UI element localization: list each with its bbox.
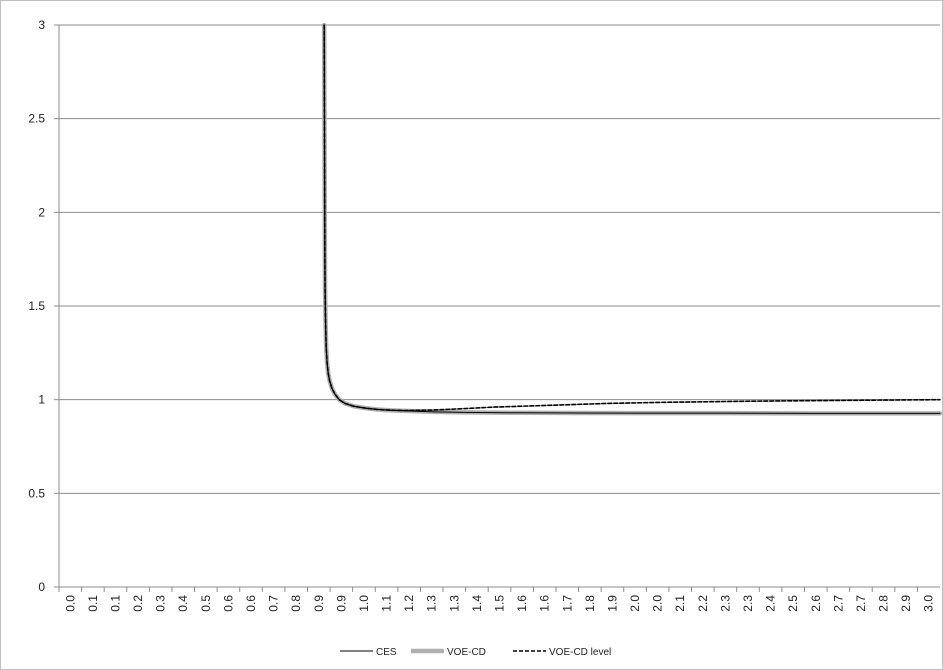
x-tick-label-11: 0.9 — [312, 595, 326, 612]
x-tick-label-6: 0.5 — [199, 595, 213, 612]
x-tick-label-28: 2.2 — [696, 595, 710, 612]
x-tick-label-21: 1.6 — [538, 595, 552, 612]
x-tick-label-17: 1.3 — [447, 595, 461, 612]
x-tick-label-37: 2.9 — [899, 595, 913, 612]
x-tick-label-26: 2.0 — [651, 595, 665, 612]
series-line-voe-cd-level — [323, 24, 941, 412]
y-tick-label-6: 3 — [38, 18, 45, 32]
y-axis-tick-labels: 0 0.5 1 1.5 2 2.5 3 — [28, 18, 45, 594]
x-tick-label-15: 1.2 — [402, 595, 416, 612]
x-tick-label-0: 0.0 — [63, 595, 77, 612]
x-tick-label-5: 0.4 — [176, 595, 190, 612]
x-tick-label-2: 0.1 — [108, 595, 122, 612]
y-tick-label-5: 2.5 — [28, 112, 45, 126]
x-tick-label-32: 2.5 — [786, 595, 800, 612]
y-tick-label-0: 0 — [38, 580, 45, 594]
series-lines — [321, 22, 943, 416]
x-tick-label-14: 1.1 — [380, 595, 394, 612]
x-tick-label-18: 1.4 — [470, 595, 484, 612]
x-tick-label-9: 0.7 — [267, 595, 281, 612]
x-tick-label-38: 3.0 — [922, 595, 936, 612]
legend-label-2: VOE-CD level — [549, 647, 611, 658]
x-tick-label-8: 0.6 — [244, 595, 258, 612]
x-tick-label-20: 1.6 — [515, 595, 529, 612]
x-tick-label-22: 1.7 — [560, 595, 574, 612]
legend: CES VOE-CD VOE-CD level — [340, 647, 611, 658]
x-tick-label-25: 2.0 — [628, 595, 642, 612]
grid-lines — [59, 24, 940, 494]
y-tick-label-2: 1 — [38, 393, 45, 407]
x-tick-label-35: 2.7 — [854, 595, 868, 612]
x-tick-label-36: 2.8 — [877, 595, 891, 612]
x-tick-label-3: 0.2 — [131, 595, 145, 612]
y-tick-label-3: 1.5 — [28, 299, 45, 313]
x-tick-label-7: 0.6 — [221, 595, 235, 612]
x-tick-label-30: 2.3 — [741, 595, 755, 612]
y-tick-label-4: 2 — [38, 205, 45, 219]
x-tick-label-33: 2.6 — [809, 595, 823, 612]
x-tick-label-10: 0.8 — [289, 595, 303, 612]
x-tick-label-24: 1.9 — [605, 595, 619, 612]
x-tick-label-23: 1.8 — [583, 595, 597, 612]
x-tick-label-29: 2.3 — [718, 595, 732, 612]
x-tick-label-12: 0.9 — [334, 595, 348, 612]
x-tick-label-1: 0.1 — [86, 595, 100, 612]
x-tick-label-16: 1.3 — [425, 595, 439, 612]
x-tick-label-13: 1.0 — [357, 595, 371, 612]
legend-label-0: CES — [376, 647, 397, 658]
legend-label-1: VOE-CD — [447, 647, 486, 658]
x-tick-label-34: 2.7 — [831, 595, 845, 612]
x-tick-label-19: 1.5 — [493, 595, 507, 612]
x-tick-label-31: 2.4 — [764, 595, 778, 612]
y-tick-label-1: 0.5 — [28, 486, 45, 500]
x-tick-label-4: 0.3 — [154, 595, 168, 612]
x-tick-label-27: 2.1 — [673, 595, 687, 612]
x-axis-tick-labels: 0.0 0.1 0.1 0.2 0.3 0.4 0.5 0.6 0.6 0.7 0.8 0.9 0.9 1… — [63, 595, 935, 612]
axes — [54, 24, 940, 592]
